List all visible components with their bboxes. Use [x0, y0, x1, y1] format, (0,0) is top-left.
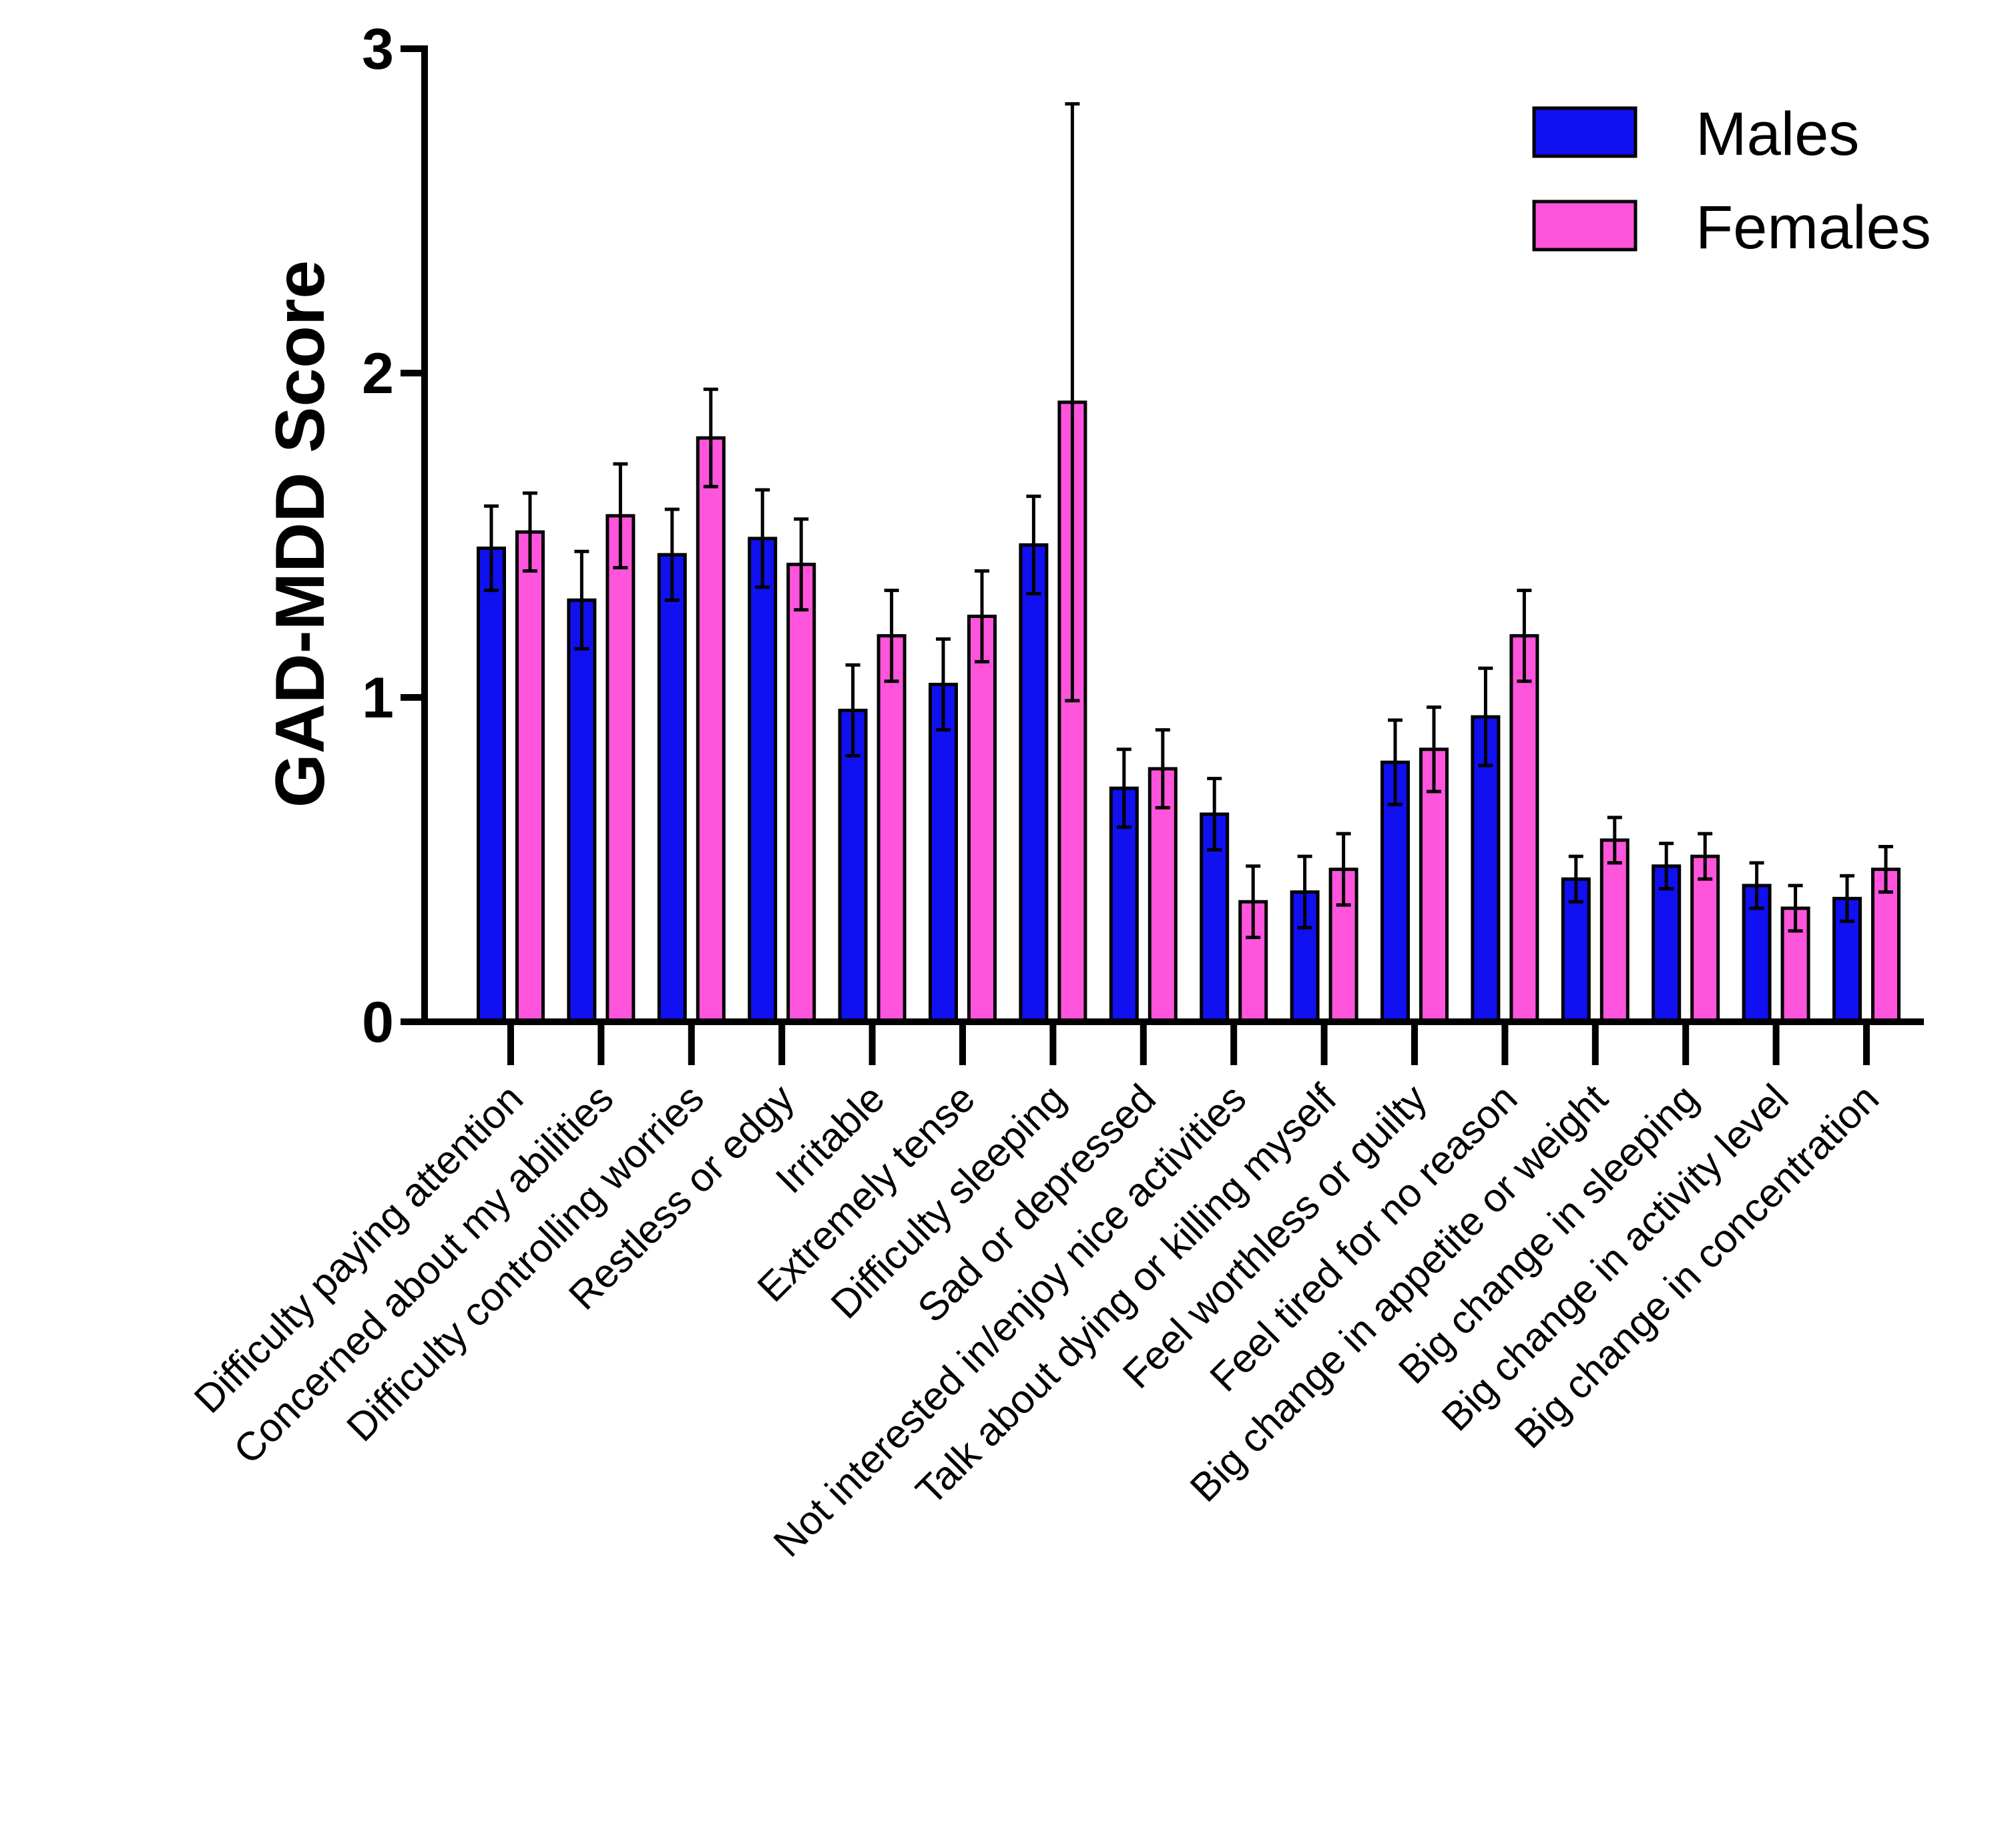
bar-females [967, 615, 997, 1024]
legend-swatch-females [1532, 200, 1637, 252]
bar-males [1742, 884, 1772, 1024]
bar-females [1690, 854, 1720, 1024]
bar-females [1599, 838, 1629, 1024]
bar-females [605, 514, 636, 1024]
y-tick-label: 0 [362, 990, 394, 1054]
bar-males [477, 546, 506, 1024]
x-tick-label: Difficulty controlling worries [338, 1076, 712, 1450]
legend-label-females: Females [1696, 194, 1931, 262]
bar-males [1019, 543, 1049, 1024]
bar-males [657, 553, 687, 1024]
bar-males [838, 708, 868, 1024]
x-tick-label: Concerned about my abilities [225, 1076, 622, 1473]
y-tick-label: 2 [362, 342, 394, 406]
y-tick-label: 1 [362, 666, 394, 730]
bar-males [929, 683, 958, 1024]
bar-females [876, 634, 907, 1024]
bar-males [567, 598, 597, 1024]
legend: Males Females [1532, 100, 1931, 262]
bar-females [1148, 767, 1178, 1024]
y-ticks: 0 1 2 3 [362, 17, 425, 1054]
bar-females [696, 436, 726, 1024]
bar-females [515, 530, 545, 1024]
legend-swatch-males [1532, 106, 1637, 158]
bars-group [477, 102, 1901, 1024]
bar-females [1509, 634, 1539, 1024]
bar-females [786, 563, 816, 1024]
y-tick-label: 3 [362, 17, 394, 81]
y-axis-label: GAD-MDD Score [262, 260, 339, 808]
bar-females [1328, 868, 1358, 1024]
legend-label-males: Males [1696, 100, 1859, 168]
bar-females [1871, 868, 1901, 1024]
bar-males [748, 537, 778, 1024]
